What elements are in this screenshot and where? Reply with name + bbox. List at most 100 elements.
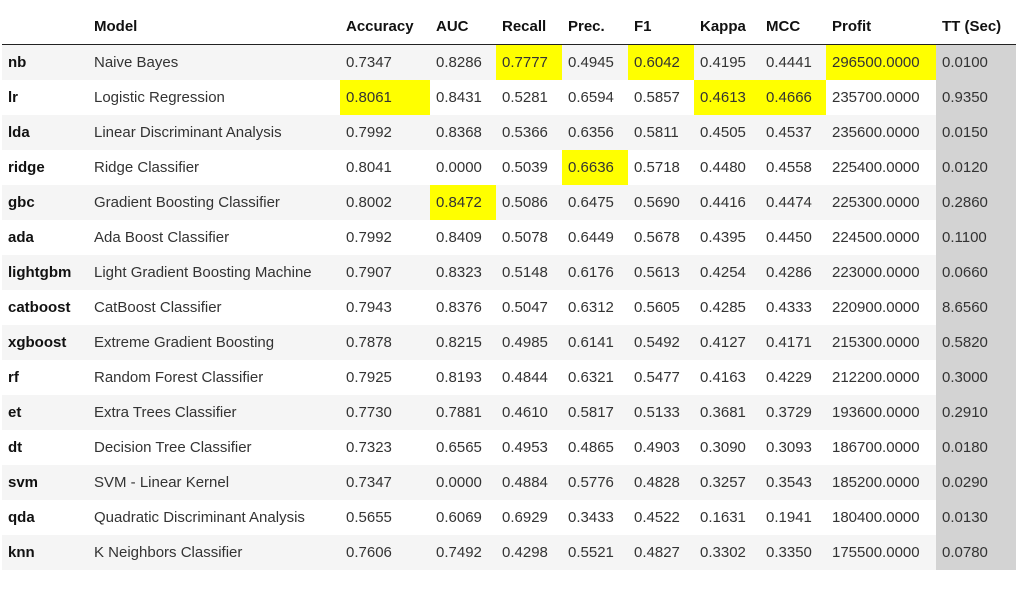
column-header: Model	[88, 8, 340, 45]
metric-cell: 0.4613	[694, 80, 760, 115]
table-row: catboostCatBoost Classifier0.79430.83760…	[2, 290, 1016, 325]
metric-cell: 175500.0000	[826, 535, 936, 570]
metric-cell: 186700.0000	[826, 430, 936, 465]
metric-cell: 0.5718	[628, 150, 694, 185]
metric-cell: 0.8368	[430, 115, 496, 150]
metric-cell: 0.0150	[936, 115, 1016, 150]
model-name: K Neighbors Classifier	[88, 535, 340, 570]
metric-cell: 0.5857	[628, 80, 694, 115]
model-name: Light Gradient Boosting Machine	[88, 255, 340, 290]
metric-cell: 0.7347	[340, 45, 430, 81]
metric-cell: 0.6141	[562, 325, 628, 360]
metric-cell: 0.4195	[694, 45, 760, 81]
metric-cell: 0.7878	[340, 325, 430, 360]
column-header: Prec.	[562, 8, 628, 45]
metric-cell: 0.6042	[628, 45, 694, 81]
column-header: Recall	[496, 8, 562, 45]
metric-cell: 0.3350	[760, 535, 826, 570]
metric-cell: 8.6560	[936, 290, 1016, 325]
metric-cell: 0.9350	[936, 80, 1016, 115]
metric-cell: 220900.0000	[826, 290, 936, 325]
table-row: gbcGradient Boosting Classifier0.80020.8…	[2, 185, 1016, 220]
metric-cell: 0.3093	[760, 430, 826, 465]
metric-cell: 235700.0000	[826, 80, 936, 115]
row-index: nb	[2, 45, 88, 81]
metric-cell: 0.7777	[496, 45, 562, 81]
model-name: Decision Tree Classifier	[88, 430, 340, 465]
metric-cell: 185200.0000	[826, 465, 936, 500]
metric-cell: 0.4285	[694, 290, 760, 325]
metric-cell: 0.4865	[562, 430, 628, 465]
metric-cell: 0.5678	[628, 220, 694, 255]
row-index: gbc	[2, 185, 88, 220]
metric-cell: 0.4666	[760, 80, 826, 115]
column-header	[2, 8, 88, 45]
model-name: Extra Trees Classifier	[88, 395, 340, 430]
metric-cell: 0.6449	[562, 220, 628, 255]
metric-cell: 0.4985	[496, 325, 562, 360]
metric-cell: 0.4945	[562, 45, 628, 81]
metric-cell: 0.8002	[340, 185, 430, 220]
metric-cell: 0.7606	[340, 535, 430, 570]
metric-cell: 0.8323	[430, 255, 496, 290]
metric-cell: 0.0180	[936, 430, 1016, 465]
metric-cell: 0.0660	[936, 255, 1016, 290]
metric-cell: 0.5811	[628, 115, 694, 150]
column-header: AUC	[430, 8, 496, 45]
column-header: F1	[628, 8, 694, 45]
metric-cell: 0.3729	[760, 395, 826, 430]
metric-cell: 0.7323	[340, 430, 430, 465]
metric-cell: 0.3257	[694, 465, 760, 500]
metric-cell: 0.4416	[694, 185, 760, 220]
metric-cell: 0.7943	[340, 290, 430, 325]
metric-cell: 0.8193	[430, 360, 496, 395]
table-row: adaAda Boost Classifier0.79920.84090.507…	[2, 220, 1016, 255]
metric-cell: 0.5078	[496, 220, 562, 255]
metric-cell: 0.0780	[936, 535, 1016, 570]
row-index: svm	[2, 465, 88, 500]
metric-cell: 0.3433	[562, 500, 628, 535]
metric-cell: 0.1631	[694, 500, 760, 535]
metric-cell: 0.8409	[430, 220, 496, 255]
metric-cell: 223000.0000	[826, 255, 936, 290]
metric-cell: 0.5477	[628, 360, 694, 395]
row-index: xgboost	[2, 325, 88, 360]
column-header: MCC	[760, 8, 826, 45]
model-name: SVM - Linear Kernel	[88, 465, 340, 500]
table-row: dtDecision Tree Classifier0.73230.65650.…	[2, 430, 1016, 465]
metric-cell: 0.0100	[936, 45, 1016, 81]
metric-cell: 0.4163	[694, 360, 760, 395]
metric-cell: 0.5148	[496, 255, 562, 290]
model-name: Logistic Regression	[88, 80, 340, 115]
model-name: Linear Discriminant Analysis	[88, 115, 340, 150]
metric-cell: 212200.0000	[826, 360, 936, 395]
metric-cell: 0.8376	[430, 290, 496, 325]
metric-cell: 0.6321	[562, 360, 628, 395]
table-body: nbNaive Bayes0.73470.82860.77770.49450.6…	[2, 45, 1016, 571]
metric-cell: 0.6475	[562, 185, 628, 220]
metric-cell: 0.4395	[694, 220, 760, 255]
metric-cell: 0.2910	[936, 395, 1016, 430]
header-row: ModelAccuracyAUCRecallPrec.F1KappaMCCPro…	[2, 8, 1016, 45]
metric-cell: 0.5776	[562, 465, 628, 500]
metric-cell: 0.7730	[340, 395, 430, 430]
row-index: qda	[2, 500, 88, 535]
column-header: TT (Sec)	[936, 8, 1016, 45]
metric-cell: 0.7492	[430, 535, 496, 570]
metric-cell: 0.5521	[562, 535, 628, 570]
metric-cell: 0.4127	[694, 325, 760, 360]
metric-cell: 0.5047	[496, 290, 562, 325]
metric-cell: 0.6176	[562, 255, 628, 290]
model-name: CatBoost Classifier	[88, 290, 340, 325]
metric-cell: 0.4953	[496, 430, 562, 465]
metric-cell: 0.5605	[628, 290, 694, 325]
metric-cell: 0.4480	[694, 150, 760, 185]
table-row: lightgbmLight Gradient Boosting Machine0…	[2, 255, 1016, 290]
metric-cell: 0.8041	[340, 150, 430, 185]
metric-cell: 0.5281	[496, 80, 562, 115]
metric-cell: 0.8431	[430, 80, 496, 115]
metric-cell: 0.4171	[760, 325, 826, 360]
metric-cell: 215300.0000	[826, 325, 936, 360]
metric-cell: 0.6565	[430, 430, 496, 465]
